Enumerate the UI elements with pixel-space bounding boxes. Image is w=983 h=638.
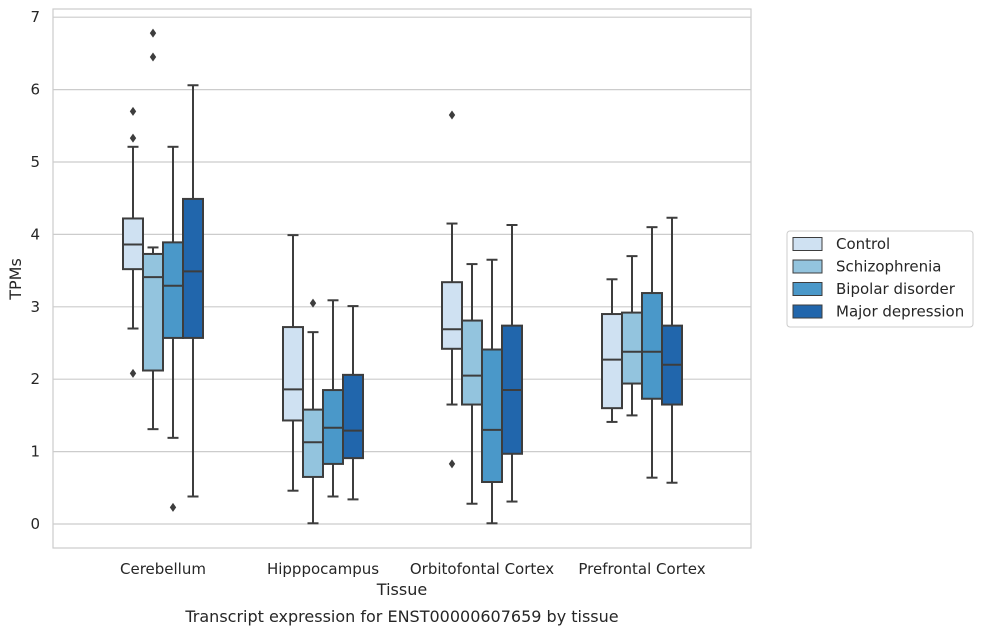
y-tick-label: 6 [30, 81, 40, 99]
outlier-point [149, 28, 157, 38]
legend-label: Control [836, 235, 890, 253]
outlier-point [129, 133, 137, 143]
box [621, 311, 643, 385]
box [302, 408, 324, 478]
y-tick-label: 1 [30, 443, 40, 461]
y-tick-label: 7 [30, 8, 40, 26]
legend-label: Schizophrenia [836, 258, 941, 276]
y-tick-label: 0 [30, 515, 40, 533]
legend-swatch [792, 237, 823, 251]
x-tick-labels: Cerebellum Hipppocampus Orbitofontal Corte… [120, 560, 706, 578]
box [641, 292, 663, 400]
series-group [142, 28, 643, 525]
box [461, 319, 483, 406]
x-tick-label: Hipppocampus [267, 560, 379, 578]
box [142, 252, 164, 372]
series-group [182, 84, 683, 503]
y-tick-label: 3 [30, 298, 40, 316]
outlier-point [448, 110, 456, 120]
chart-caption: Transcript expression for ENST0000060765… [184, 607, 618, 626]
outlier-point [129, 368, 137, 378]
legend-label: Bipolar disorder [836, 280, 956, 298]
outlier-point [309, 298, 317, 308]
box [182, 197, 204, 339]
outlier-point [169, 502, 177, 512]
y-tick-label: 5 [30, 153, 40, 171]
legend-swatch [792, 304, 823, 319]
box-layer [122, 28, 683, 525]
legend-swatch [792, 259, 823, 274]
outlier-point [448, 459, 456, 469]
box [441, 281, 463, 350]
outlier-point [129, 106, 137, 116]
plot-frame [52, 8, 752, 549]
y-tick-labels: 0 1 2 3 4 5 6 7 [30, 8, 40, 533]
legend: Control Schizophrenia Bipolar disorder Majo… [786, 230, 974, 328]
box [342, 373, 364, 460]
box [162, 241, 184, 339]
outlier-point [149, 52, 157, 62]
y-tick-label: 4 [30, 225, 40, 243]
legend-label: Major depression [836, 303, 964, 321]
series-group [162, 145, 663, 525]
x-tick-label: Prefrontal Cortex [578, 560, 705, 578]
box [282, 326, 304, 422]
legend-swatch [792, 282, 823, 296]
series-group [122, 106, 623, 492]
y-tick-label: 2 [30, 370, 40, 388]
x-axis-label: Tissue [376, 580, 427, 599]
box [481, 348, 503, 484]
x-tick-label: Cerebellum [120, 560, 206, 578]
legend-frame [786, 230, 974, 328]
box [601, 313, 623, 410]
y-axis-label: TPMs [6, 258, 25, 301]
x-tick-label: Orbitofontal Cortex [410, 560, 554, 578]
